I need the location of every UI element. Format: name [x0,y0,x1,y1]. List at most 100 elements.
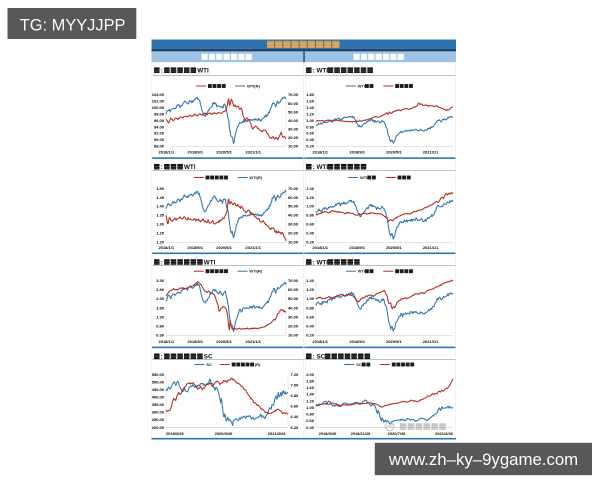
svg-text:7.20: 7.20 [291,372,300,377]
svg-text:WTI(R): WTI(R) [249,175,263,180]
svg-text:SC: SC [356,362,362,367]
svg-text:300.00: 300.00 [152,410,165,415]
svg-text:1.40: 1.40 [306,186,315,191]
svg-text:2018/11/26: 2018/11/26 [351,431,372,436]
svg-text:1.35: 1.35 [156,213,165,218]
svg-text:2021/3/26: 2021/3/26 [268,431,287,436]
svg-text::: : [161,259,163,266]
svg-text:1.80: 1.80 [306,92,315,97]
svg-text:30.00: 30.00 [288,314,299,319]
svg-text:TG: MYYJJPP: TG: MYYJJPP [20,17,126,35]
svg-text:70.00: 70.00 [288,92,299,97]
svg-text:50.00: 50.00 [288,204,299,209]
svg-text:20.00: 20.00 [288,231,299,236]
svg-text:20.00: 20.00 [288,135,299,140]
svg-text:102.00: 102.00 [152,99,165,104]
svg-text:1.50: 1.50 [156,186,165,191]
svg-text:50.00: 50.00 [288,109,299,114]
svg-text:100.00: 100.00 [152,105,165,110]
svg-text:6.80: 6.80 [291,393,300,398]
svg-text:2018/1/1: 2018/1/1 [159,245,175,250]
svg-text:1.00: 1.00 [306,296,315,301]
svg-text:1.40: 1.40 [156,204,165,209]
svg-text:2021/1/1: 2021/1/1 [245,150,261,155]
svg-text:350.00: 350.00 [152,402,165,407]
svg-text:1.20: 1.20 [156,240,165,245]
svg-text:2018/9/1: 2018/9/1 [349,150,365,155]
svg-text:2.30: 2.30 [156,296,165,301]
svg-text:30.00: 30.00 [288,222,299,227]
svg-text:6.20: 6.20 [291,425,300,430]
svg-text:1.30: 1.30 [156,314,165,319]
svg-text:(R): (R) [255,362,261,367]
svg-text:2018/1/1: 2018/1/1 [312,150,328,155]
svg-text:2020/5/1: 2020/5/1 [216,150,232,155]
svg-text:96.00: 96.00 [154,118,165,123]
svg-text:10.00: 10.00 [288,333,299,338]
svg-text:WTI: WTI [358,83,365,88]
svg-text:1.40: 1.40 [306,105,315,110]
svg-text:0.60: 0.60 [306,418,315,423]
svg-text:WTI: WTI [184,164,196,171]
svg-text:1.20: 1.20 [306,287,315,292]
svg-text:WTI: WTI [358,269,365,274]
svg-text:2021/3/26: 2021/3/26 [435,431,454,436]
svg-text:0.80: 0.80 [306,412,315,417]
svg-text:www.zh–ky–9ygame.com: www.zh–ky–9ygame.com [388,450,578,469]
svg-text:: WTI: : WTI [313,259,329,266]
svg-text:2018/9/1: 2018/9/1 [187,245,203,250]
svg-text:WTI: WTI [204,259,216,266]
svg-text:1.60: 1.60 [306,99,315,104]
svg-text:70.00: 70.00 [288,186,299,191]
svg-text:2018/9/1: 2018/9/1 [187,150,203,155]
svg-text:SC: SC [206,362,212,367]
svg-text:SC: SC [204,354,213,361]
svg-text::: : [161,67,163,74]
svg-text:WTI(R): WTI(R) [249,269,263,274]
svg-text:40.00: 40.00 [288,213,299,218]
svg-text:0.20: 0.20 [306,144,315,149]
svg-text:250.00: 250.00 [152,417,165,422]
svg-text:2.80: 2.80 [156,287,165,292]
svg-text:2018/9/1: 2018/9/1 [349,339,365,344]
svg-text:1.80: 1.80 [156,305,165,310]
svg-text:0.80: 0.80 [306,305,315,310]
svg-text:2018/3/26: 2018/3/26 [319,431,338,436]
svg-text:2018/1/1: 2018/1/1 [159,150,175,155]
svg-text:2020/7/26: 2020/7/26 [388,431,407,436]
svg-text:1.40: 1.40 [306,278,315,283]
svg-text:0.20: 0.20 [306,333,315,338]
svg-text:2021/1/1: 2021/1/1 [245,245,261,250]
svg-text:50.00: 50.00 [288,296,299,301]
svg-text:2020/5/1: 2020/5/1 [386,339,402,344]
svg-text:0.80: 0.80 [306,213,315,218]
svg-text:1.80: 1.80 [306,378,315,383]
svg-text:2021/1/1: 2021/1/1 [423,339,439,344]
svg-text:2020/5/1: 2020/5/1 [386,245,402,250]
svg-text:0.60: 0.60 [306,131,315,136]
svg-text:0.40: 0.40 [306,425,315,430]
svg-text:60.00: 60.00 [288,195,299,200]
svg-text:500.00: 500.00 [152,379,165,384]
svg-text:2018/9/1: 2018/9/1 [187,339,203,344]
svg-text:2020/5/1: 2020/5/1 [216,339,232,344]
svg-text:3.30: 3.30 [156,278,165,283]
svg-text:88.00: 88.00 [154,144,165,149]
svg-text:40.00: 40.00 [288,118,299,123]
svg-text:2020/5/1: 2020/5/1 [216,245,232,250]
svg-text:6.40: 6.40 [291,414,300,419]
svg-text:WTI(R): WTI(R) [247,83,261,88]
svg-text:: WTI: : WTI [313,67,329,74]
svg-text:0.80: 0.80 [306,124,315,129]
svg-text:10.00: 10.00 [288,240,299,245]
svg-text:0.30: 0.30 [156,333,165,338]
svg-text:10.00: 10.00 [288,144,299,149]
svg-text:6.60: 6.60 [291,404,300,409]
svg-text:200.00: 200.00 [152,425,165,430]
svg-text:94.00: 94.00 [154,124,165,129]
svg-text:WTI: WTI [197,67,209,74]
svg-text:60.00: 60.00 [288,101,299,106]
svg-text:0.40: 0.40 [306,231,315,236]
svg-text:2021/1/1: 2021/1/1 [423,150,439,155]
svg-text:2018/1/1: 2018/1/1 [312,339,328,344]
